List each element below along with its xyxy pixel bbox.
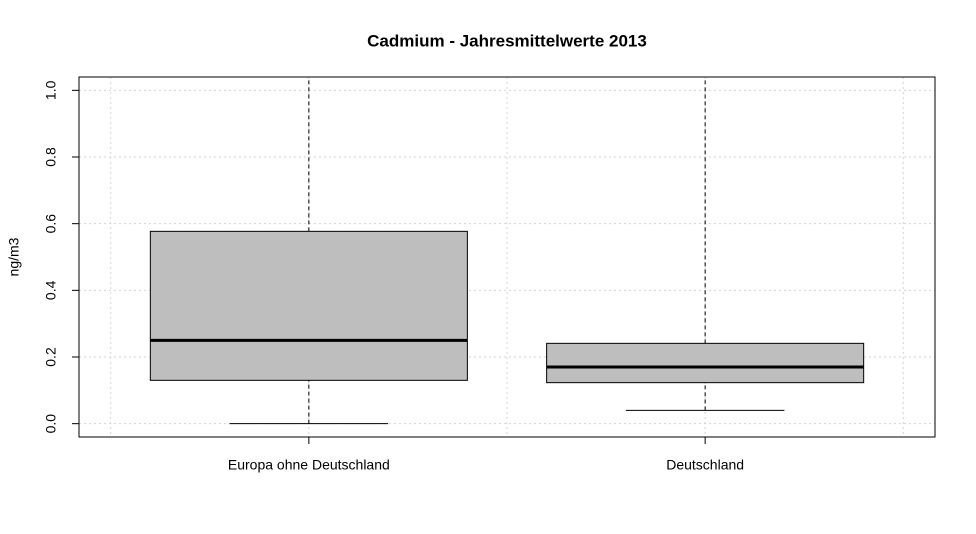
y-tick-label: 0.4: [43, 280, 59, 300]
x-tick-label: Europa ohne Deutschland: [228, 457, 390, 473]
box: [546, 342, 865, 384]
plot-marks: [149, 77, 865, 425]
x-tick-label: Deutschland: [666, 457, 744, 473]
y-axis-label: ng/m3: [6, 237, 22, 276]
axes: 0.0 0.2 0.4 0.6 0.8 1.0 Europa ohne Deutschlan…: [43, 80, 744, 472]
plot-frame: [78, 76, 936, 438]
chart-title: Cadmium - Jahresmittelwerte 2013: [367, 31, 647, 50]
y-tick-label: 1.0: [43, 80, 59, 100]
y-tick-label: 0.0: [43, 414, 59, 434]
y-tick-label: 0.2: [43, 347, 59, 367]
y-tick-label: 0.6: [43, 214, 59, 234]
y-tick-label: 0.8: [43, 147, 59, 167]
box: [149, 230, 468, 381]
